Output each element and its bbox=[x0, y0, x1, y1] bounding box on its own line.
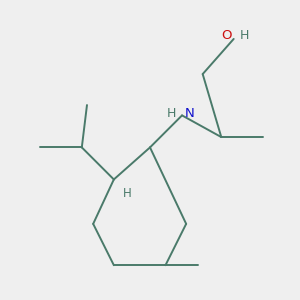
Text: H: H bbox=[123, 187, 132, 200]
Text: H: H bbox=[240, 29, 249, 42]
Text: N: N bbox=[185, 107, 195, 120]
Text: O: O bbox=[221, 29, 232, 42]
Text: H: H bbox=[167, 107, 176, 120]
